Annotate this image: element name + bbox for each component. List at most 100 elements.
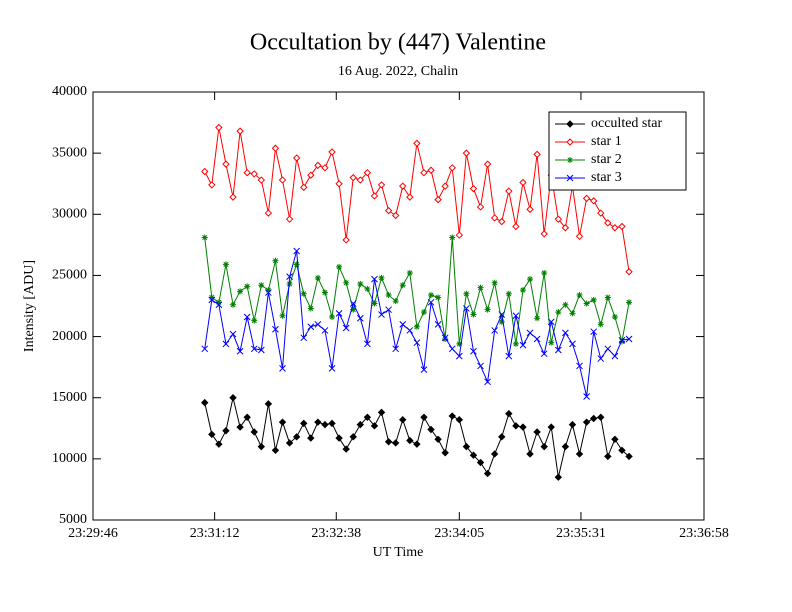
marker [505,352,513,360]
marker [307,434,315,442]
marker [215,299,222,306]
marker [555,309,562,316]
marker [469,451,478,459]
marker [300,334,308,342]
marker [569,310,576,317]
y-tick-label: 40000 [52,84,87,99]
plot-frame [92,91,705,521]
marker [392,298,399,305]
marker [257,176,266,184]
marker [611,314,618,321]
marker [264,400,273,408]
marker [462,149,471,157]
marker [343,279,350,286]
marker [498,217,506,226]
marker [491,279,498,286]
marker [526,329,534,337]
marker [378,274,385,281]
marker [406,327,414,334]
marker [335,434,343,442]
marker [208,294,215,301]
marker [498,318,505,325]
marker [201,167,209,176]
marker [512,422,520,430]
marker [201,398,209,407]
marker [356,176,365,184]
marker [342,236,350,244]
marker [568,420,577,429]
marker [477,362,484,370]
marker [250,428,258,436]
marker [413,323,420,330]
legend-label: star 2 [591,152,622,167]
x-tick-label: 23:36:58 [679,526,729,541]
marker [243,169,251,177]
marker [335,180,343,188]
marker [590,296,597,303]
marker [391,211,400,220]
marker [307,305,314,312]
marker [357,280,364,287]
marker [420,366,428,373]
marker [336,263,343,270]
marker [604,345,612,353]
marker [243,313,251,321]
marker [364,285,371,292]
marker [597,321,604,328]
marker [413,440,421,448]
marker [321,164,329,172]
marker [363,413,372,421]
marker [307,171,315,179]
marker [356,314,364,322]
marker [597,413,605,421]
legend-marker [567,157,573,163]
marker [321,327,329,334]
marker [278,176,287,184]
marker [562,329,569,337]
y-axis-label: Intensity [ADU] [22,260,37,352]
marker [618,222,626,231]
marker [470,311,477,318]
marker [434,195,442,204]
marker [441,449,449,457]
marker [342,324,350,332]
marker [321,289,328,296]
marker [441,334,449,342]
x-tick-label: 23:29:46 [68,526,118,541]
marker [490,450,499,458]
marker [222,160,230,168]
marker [554,346,562,354]
marker [406,269,413,276]
marker [611,435,619,443]
marker [385,291,392,298]
marker [526,205,534,214]
marker [243,413,251,421]
marker [533,335,541,343]
marker [272,325,279,333]
legend-marker [566,174,574,182]
legend-marker [566,120,574,128]
marker [540,442,548,451]
marker [406,193,414,201]
marker [490,214,499,222]
marker [483,160,492,168]
marker [576,291,583,298]
marker [561,442,570,451]
marker [420,413,428,421]
marker [476,203,485,211]
marker [618,336,626,344]
marker [527,276,534,283]
marker [328,419,336,428]
marker [442,336,449,343]
marker [399,282,406,289]
marker [328,365,336,372]
marker [300,183,308,192]
legend-marker [566,138,574,146]
marker [399,416,407,424]
marker [512,312,520,320]
marker [456,340,463,347]
marker [547,318,555,326]
marker [540,230,548,238]
marker [413,339,421,347]
